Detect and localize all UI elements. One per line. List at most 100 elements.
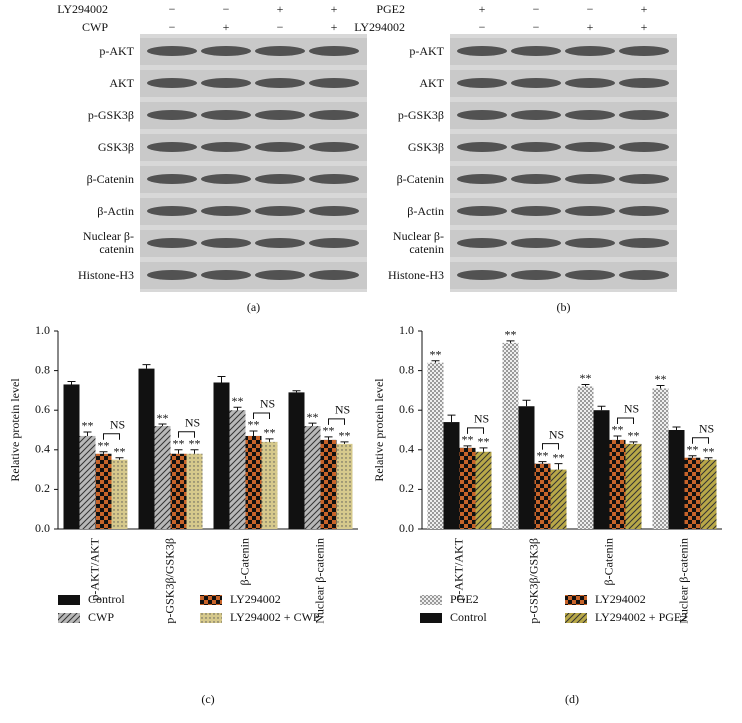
bracket-label: NS xyxy=(110,418,125,432)
error-bar xyxy=(522,399,531,407)
blot-band xyxy=(201,238,251,248)
legend-label: PGE2 xyxy=(450,592,479,606)
blot-band xyxy=(457,110,507,120)
bracket-label: NS xyxy=(260,397,275,411)
significance-label: ** xyxy=(553,450,565,464)
error-bar xyxy=(83,431,92,436)
treatment-sign: − xyxy=(533,2,540,16)
blot-band xyxy=(511,46,561,56)
bracket-label: NS xyxy=(699,421,714,435)
error-bar xyxy=(265,438,274,442)
error-bar xyxy=(463,445,472,448)
treatment-label: PGE2 xyxy=(376,2,405,16)
bar xyxy=(111,459,128,529)
band-label: AKT xyxy=(419,75,444,90)
significance-label: ** xyxy=(98,439,110,453)
blot-band xyxy=(511,270,561,280)
treatment-sign: + xyxy=(479,2,486,16)
significance-label: ** xyxy=(173,437,185,451)
bar xyxy=(684,457,701,529)
treatment-sign: − xyxy=(223,2,230,16)
panel-label: (c) xyxy=(201,692,214,706)
bar xyxy=(668,430,685,529)
bar xyxy=(652,388,669,529)
blot-band xyxy=(619,110,669,120)
error-bar xyxy=(581,383,590,387)
significance-label: ** xyxy=(264,426,276,440)
error-bar xyxy=(174,449,183,454)
blot-band xyxy=(565,206,615,216)
bar xyxy=(95,453,112,529)
blot-band xyxy=(309,206,359,216)
blot-band xyxy=(619,142,669,152)
blot-band xyxy=(147,78,197,88)
error-bar xyxy=(340,441,349,444)
treatment-sign: − xyxy=(587,2,594,16)
blot-band xyxy=(147,238,197,248)
significance-bracket xyxy=(328,418,345,425)
blot-band xyxy=(457,270,507,280)
band-label: β-Actin xyxy=(407,203,444,218)
blot-band xyxy=(619,270,669,280)
error-bar xyxy=(704,457,713,460)
band-label: Nuclear β-catenin xyxy=(392,229,444,256)
significance-label: ** xyxy=(537,448,549,462)
blot-band xyxy=(201,142,251,152)
error-bar xyxy=(431,360,440,363)
significance-bracket xyxy=(617,417,634,424)
error-bar xyxy=(115,457,124,460)
significance-label: ** xyxy=(687,442,699,456)
blot-band xyxy=(147,206,197,216)
bar xyxy=(625,443,642,529)
x-tick-label: p-GSK3β/GSK3β xyxy=(162,538,176,624)
blot-band xyxy=(255,206,305,216)
treatment-label: LY294002 xyxy=(57,2,108,16)
error-bar xyxy=(597,405,606,411)
bar xyxy=(79,435,96,529)
blot-band xyxy=(511,238,561,248)
significance-label: ** xyxy=(462,433,474,447)
legend-swatch xyxy=(200,595,222,605)
y-tick-label: 0.8 xyxy=(35,362,50,376)
band-label: p-AKT xyxy=(409,43,444,58)
blot-band xyxy=(511,110,561,120)
blot-band xyxy=(255,110,305,120)
blot-band xyxy=(457,174,507,184)
band-label: β-Catenin xyxy=(86,171,134,186)
significance-label: ** xyxy=(505,328,517,342)
bar xyxy=(443,422,460,529)
treatment-label: LY294002 xyxy=(354,20,405,34)
y-tick-label: 1.0 xyxy=(35,323,50,337)
bar xyxy=(502,342,519,529)
x-tick-label: p-GSK3β/GSK3β xyxy=(526,538,540,624)
y-tick-label: 0.4 xyxy=(35,442,50,456)
blot-band xyxy=(147,174,197,184)
treatment-sign: + xyxy=(223,20,230,34)
error-bar xyxy=(324,436,333,440)
blot-band xyxy=(255,270,305,280)
bracket-label: NS xyxy=(474,412,489,426)
bar xyxy=(577,386,594,529)
error-bar xyxy=(217,376,226,383)
bar xyxy=(288,392,305,529)
band-label: AKT xyxy=(109,75,134,90)
significance-label: ** xyxy=(703,444,715,458)
legend-swatch xyxy=(58,613,80,623)
y-tick-label: 1.0 xyxy=(399,323,414,337)
error-bar xyxy=(613,435,622,440)
treatment-sign: + xyxy=(587,20,594,34)
legend-swatch xyxy=(565,595,587,605)
legend-label: LY294002 xyxy=(595,592,646,606)
panel-label: (a) xyxy=(247,300,260,314)
significance-label: ** xyxy=(232,394,244,408)
significance-bracket xyxy=(103,433,120,440)
bracket-label: NS xyxy=(549,427,564,441)
blot-band xyxy=(457,206,507,216)
blot-band xyxy=(565,270,615,280)
significance-label: ** xyxy=(323,424,335,438)
blot-band xyxy=(457,142,507,152)
treatment-sign: + xyxy=(641,20,648,34)
blot-band xyxy=(457,46,507,56)
error-bar xyxy=(479,447,488,452)
